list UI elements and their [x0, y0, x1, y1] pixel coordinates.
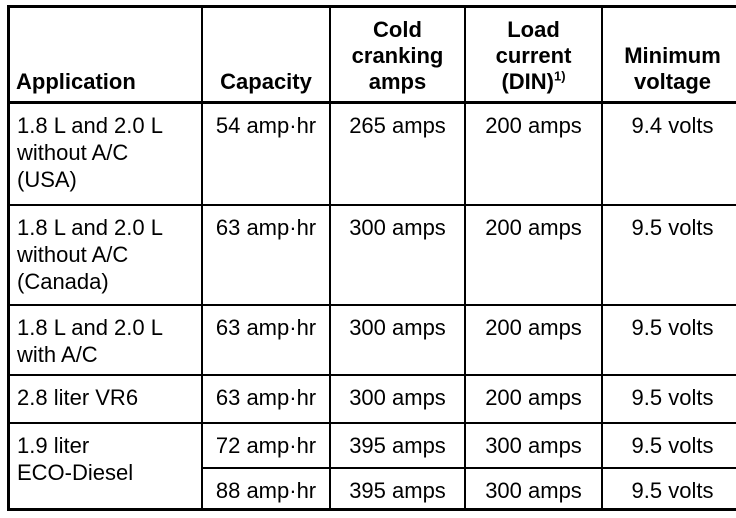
table-row: 1.8 L and 2.0 L without A/C (USA) 54 amp… — [7, 101, 736, 206]
cell-capacity: 88 amp·hr — [201, 466, 331, 511]
cell-minimum-voltage: 9.5 volts — [601, 421, 736, 469]
cell-minimum-voltage: 9.5 volts — [601, 203, 736, 306]
header-cold-cranking-amps: Cold cranking amps — [329, 5, 466, 104]
table-row: 1.8 L and 2.0 L with A/C 63 amp·hr 300 a… — [7, 303, 736, 376]
cell-load-current: 200 amps — [464, 203, 603, 306]
cell-cold-cranking-amps: 300 amps — [329, 303, 466, 376]
cell-load-current: 300 amps — [464, 421, 603, 469]
cell-application: 2.8 liter VR6 — [7, 373, 203, 424]
cell-cold-cranking-amps: 265 amps — [329, 101, 466, 206]
table-row: 1.8 L and 2.0 L without A/C (Canada) 63 … — [7, 203, 736, 306]
cell-application: 1.8 L and 2.0 L without A/C (USA) — [7, 101, 203, 206]
cell-capacity: 63 amp·hr — [201, 203, 331, 306]
cell-load-current: 200 amps — [464, 101, 603, 206]
cell-load-current: 300 amps — [464, 466, 603, 511]
cell-load-current: 200 amps — [464, 373, 603, 424]
cell-cold-cranking-amps: 300 amps — [329, 373, 466, 424]
table-row: 2.8 liter VR6 63 amp·hr 300 amps 200 amp… — [7, 373, 736, 424]
cell-capacity: 63 amp·hr — [201, 373, 331, 424]
cell-application: 1.8 L and 2.0 L with A/C — [7, 303, 203, 376]
cell-capacity: 63 amp·hr — [201, 303, 331, 376]
cell-capacity: 72 amp·hr — [201, 421, 331, 469]
cell-cold-cranking-amps: 300 amps — [329, 203, 466, 306]
table-row: 1.9 liter ECO-Diesel 72 amp·hr 395 amps … — [7, 421, 736, 511]
table-header-row: Application Capacity Cold cranking amps … — [7, 5, 736, 104]
cell-minimum-voltage: 9.5 volts — [601, 466, 736, 511]
battery-specifications-table: Application Capacity Cold cranking amps … — [7, 5, 736, 511]
table-row: 88 amp·hr 395 amps 300 amps 9.5 volts — [9, 466, 736, 511]
header-minimum-voltage: Minimum voltage — [601, 5, 736, 104]
load-current-din-label: (DIN) — [501, 69, 554, 94]
cell-capacity: 54 amp·hr — [201, 101, 331, 206]
cell-minimum-voltage: 9.5 volts — [601, 373, 736, 424]
header-capacity: Capacity — [201, 5, 331, 104]
footnote-marker: 1) — [553, 68, 566, 84]
header-load-current: Load current (DIN)1) — [464, 5, 603, 104]
cell-cold-cranking-amps: 395 amps — [329, 421, 466, 469]
cell-minimum-voltage: 9.4 volts — [601, 101, 736, 206]
cell-minimum-voltage: 9.5 volts — [601, 303, 736, 376]
cell-cold-cranking-amps: 395 amps — [329, 466, 466, 511]
cell-load-current: 200 amps — [464, 303, 603, 376]
header-application: Application — [7, 5, 203, 104]
cell-application: 1.8 L and 2.0 L without A/C (Canada) — [7, 203, 203, 306]
cell-application: 1.9 liter ECO-Diesel — [7, 421, 203, 511]
